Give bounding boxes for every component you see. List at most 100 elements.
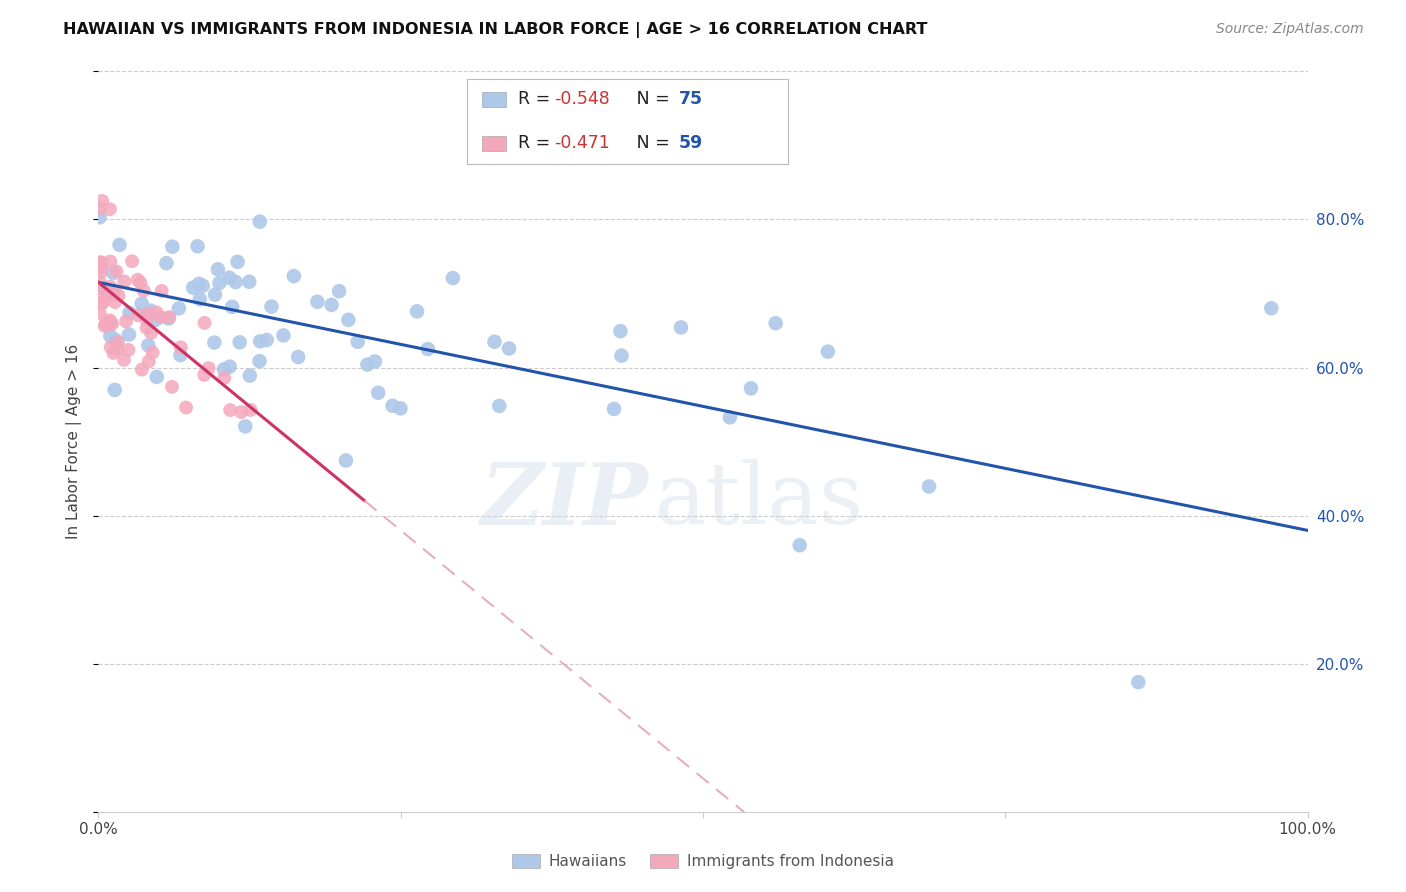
Point bbox=[103, 266, 125, 280]
FancyBboxPatch shape bbox=[482, 92, 506, 107]
Point bbox=[98, 329, 121, 343]
Point bbox=[90, 255, 112, 269]
Point bbox=[765, 316, 787, 330]
Point bbox=[364, 354, 387, 368]
Point bbox=[174, 401, 197, 415]
Point bbox=[381, 399, 404, 413]
Y-axis label: In Labor Force | Age > 16: In Labor Force | Age > 16 bbox=[66, 344, 83, 539]
Point bbox=[112, 275, 135, 289]
Point bbox=[98, 279, 121, 293]
Point bbox=[193, 316, 215, 330]
Point bbox=[718, 410, 741, 425]
Point bbox=[335, 453, 357, 467]
Point bbox=[90, 260, 112, 275]
Point bbox=[169, 348, 191, 362]
Text: -0.471: -0.471 bbox=[554, 134, 610, 153]
Point bbox=[89, 286, 111, 301]
Point bbox=[260, 300, 283, 314]
Point bbox=[89, 306, 111, 320]
Point bbox=[283, 269, 305, 284]
Text: R =: R = bbox=[517, 90, 555, 109]
Point bbox=[218, 359, 240, 374]
Point bbox=[170, 340, 193, 354]
Point bbox=[669, 320, 692, 334]
Point bbox=[91, 194, 114, 208]
Point bbox=[117, 343, 139, 357]
Text: N =: N = bbox=[620, 134, 675, 153]
Point bbox=[214, 371, 236, 385]
Point bbox=[136, 307, 159, 321]
Point bbox=[191, 278, 214, 293]
FancyBboxPatch shape bbox=[467, 78, 787, 164]
Point bbox=[498, 342, 520, 356]
Point bbox=[135, 312, 157, 326]
Point bbox=[145, 370, 167, 384]
Point bbox=[108, 238, 131, 252]
Legend: Hawaiians, Immigrants from Indonesia: Hawaiians, Immigrants from Indonesia bbox=[506, 847, 900, 875]
Point bbox=[918, 479, 941, 493]
Point bbox=[100, 315, 122, 329]
Point bbox=[256, 333, 278, 347]
Point bbox=[789, 538, 811, 552]
Point bbox=[118, 327, 141, 342]
Point bbox=[145, 305, 167, 319]
Point bbox=[127, 273, 149, 287]
Point bbox=[1260, 301, 1282, 316]
Point bbox=[273, 328, 295, 343]
Point bbox=[219, 403, 242, 417]
Point bbox=[107, 335, 129, 350]
Point bbox=[238, 275, 260, 289]
Point bbox=[157, 311, 180, 326]
Point bbox=[488, 399, 510, 413]
Point bbox=[367, 385, 389, 400]
Point bbox=[142, 345, 165, 359]
Point bbox=[118, 306, 141, 320]
Point bbox=[89, 275, 111, 289]
Point bbox=[136, 338, 159, 352]
Point bbox=[226, 255, 249, 269]
Point bbox=[346, 334, 368, 349]
Point bbox=[188, 277, 211, 291]
Point bbox=[94, 318, 117, 332]
Point bbox=[610, 349, 633, 363]
Point bbox=[91, 295, 114, 310]
Point bbox=[609, 324, 631, 338]
Point bbox=[218, 270, 240, 285]
Point bbox=[104, 383, 127, 397]
Point bbox=[221, 300, 243, 314]
Point bbox=[202, 335, 225, 350]
Point bbox=[104, 295, 127, 310]
Point bbox=[337, 313, 360, 327]
Point bbox=[97, 286, 120, 301]
Point bbox=[127, 309, 149, 323]
Point bbox=[121, 254, 143, 268]
Point bbox=[212, 362, 235, 376]
Point bbox=[167, 301, 190, 316]
Point bbox=[228, 335, 250, 350]
Text: 59: 59 bbox=[679, 134, 703, 153]
Point bbox=[162, 240, 184, 254]
Text: N =: N = bbox=[620, 90, 675, 109]
Point bbox=[100, 288, 122, 302]
Point bbox=[484, 334, 506, 349]
Point bbox=[249, 354, 271, 368]
Point bbox=[287, 350, 309, 364]
Text: Source: ZipAtlas.com: Source: ZipAtlas.com bbox=[1216, 22, 1364, 37]
Point bbox=[321, 298, 343, 312]
Text: ZIP: ZIP bbox=[481, 459, 648, 542]
FancyBboxPatch shape bbox=[482, 136, 506, 151]
Point bbox=[139, 303, 162, 318]
Point bbox=[233, 419, 256, 434]
Point bbox=[100, 340, 122, 354]
Point bbox=[89, 255, 111, 269]
Point bbox=[98, 202, 121, 217]
Text: HAWAIIAN VS IMMIGRANTS FROM INDONESIA IN LABOR FORCE | AGE > 16 CORRELATION CHAR: HAWAIIAN VS IMMIGRANTS FROM INDONESIA IN… bbox=[63, 22, 928, 38]
Point bbox=[129, 276, 152, 290]
Point bbox=[131, 296, 153, 310]
Point bbox=[328, 284, 350, 298]
Point bbox=[107, 288, 129, 302]
Point bbox=[105, 343, 128, 357]
Point bbox=[188, 292, 211, 306]
Point bbox=[145, 313, 167, 327]
Point bbox=[90, 265, 112, 279]
